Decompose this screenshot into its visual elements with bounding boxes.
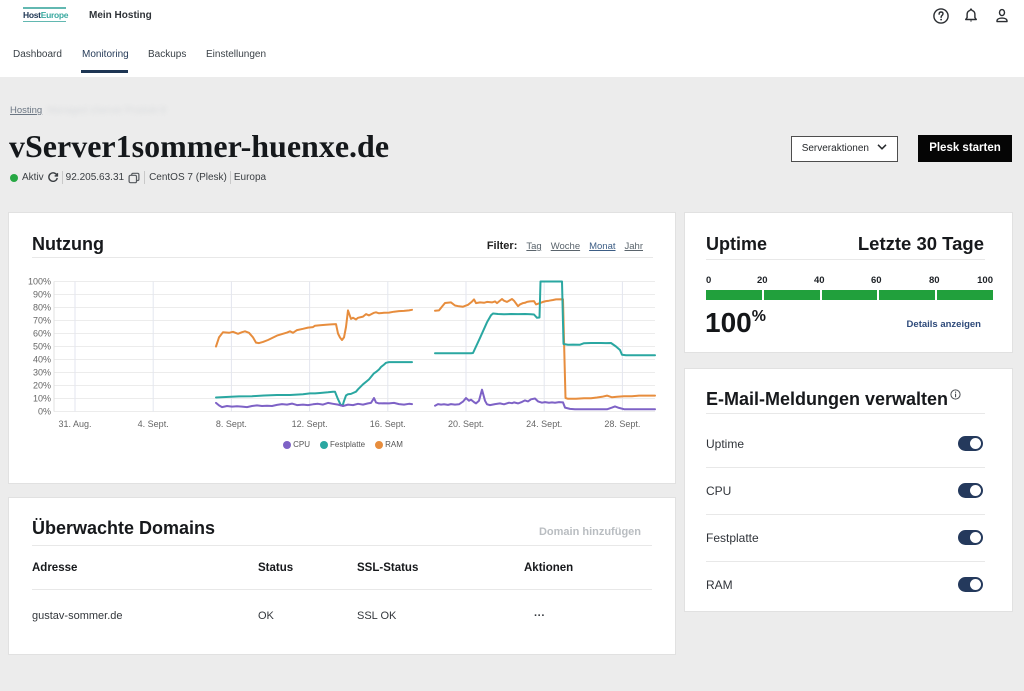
svg-text:60%: 60% <box>33 329 51 339</box>
svg-text:10%: 10% <box>33 394 51 404</box>
svg-text:16. Sept.: 16. Sept. <box>370 419 406 429</box>
svg-text:12. Sept.: 12. Sept. <box>292 419 328 429</box>
svg-text:30%: 30% <box>33 368 51 378</box>
svg-text:4. Sept.: 4. Sept. <box>138 419 169 429</box>
svg-text:100%: 100% <box>28 277 51 287</box>
svg-text:20. Sept.: 20. Sept. <box>448 419 484 429</box>
svg-text:90%: 90% <box>33 290 51 300</box>
svg-text:40%: 40% <box>33 355 51 365</box>
svg-text:31. Aug.: 31. Aug. <box>58 419 91 429</box>
svg-text:70%: 70% <box>33 316 51 326</box>
svg-text:20%: 20% <box>33 381 51 391</box>
svg-text:24. Sept.: 24. Sept. <box>526 419 562 429</box>
svg-text:50%: 50% <box>33 342 51 352</box>
svg-text:0%: 0% <box>38 407 51 417</box>
svg-text:80%: 80% <box>33 303 51 313</box>
svg-text:8. Sept.: 8. Sept. <box>216 419 247 429</box>
svg-text:28. Sept.: 28. Sept. <box>604 419 640 429</box>
